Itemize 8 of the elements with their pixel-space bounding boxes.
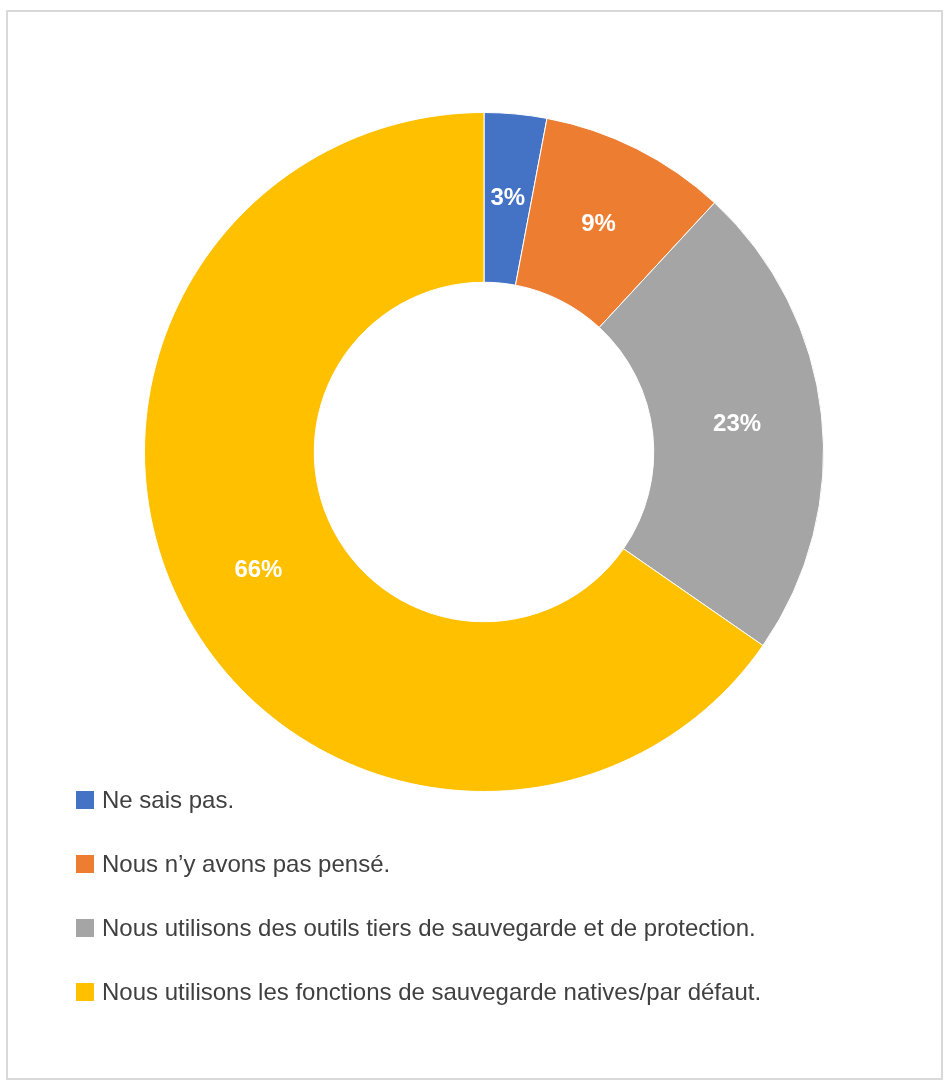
data-label: 23% xyxy=(713,408,762,436)
legend-label: Nous utilisons des outils tiers de sauvegarde et de protection. xyxy=(102,913,756,943)
data-label: 9% xyxy=(581,209,616,237)
data-label: 66% xyxy=(234,554,283,582)
legend-label: Ne sais pas. xyxy=(102,785,235,815)
data-label: 3% xyxy=(490,183,526,211)
legend-label: Nous n’y avons pas pensé. xyxy=(102,849,391,879)
legend-label: Nous utilisons les fonctions de sauvegarde natives/par défaut. xyxy=(102,977,762,1007)
